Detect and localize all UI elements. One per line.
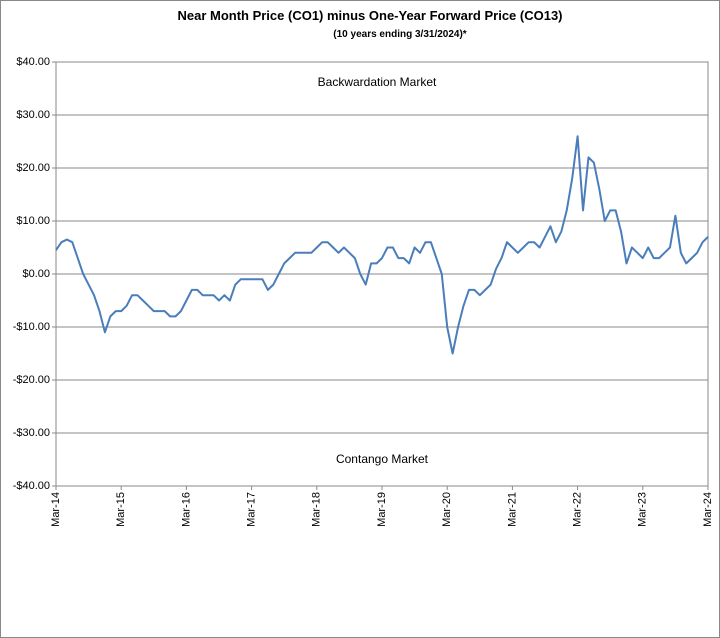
chart-subtitle: (10 years ending 3/31/2024)* xyxy=(333,29,467,40)
y-tick-label: $0.00 xyxy=(22,268,50,280)
y-tick-label: -$40.00 xyxy=(13,480,50,492)
x-tick-label: Mar-20 xyxy=(441,492,453,527)
x-tick-label: Mar-24 xyxy=(702,492,714,527)
x-tick-label: Mar-19 xyxy=(376,492,388,527)
y-tick-label: -$20.00 xyxy=(13,374,50,386)
x-tick-label: Mar-22 xyxy=(572,492,584,527)
x-tick-label: Mar-23 xyxy=(637,492,649,527)
y-tick-label: $10.00 xyxy=(16,215,50,227)
x-tick-label: Mar-15 xyxy=(115,492,127,527)
x-tick-label: Mar-14 xyxy=(50,492,62,527)
y-tick-label: $20.00 xyxy=(16,162,50,174)
x-tick-label: Mar-16 xyxy=(180,492,192,527)
x-tick-label: Mar-17 xyxy=(246,492,258,527)
annotation: Backwardation Market xyxy=(318,75,437,89)
data-line xyxy=(55,135,709,355)
y-tick-label: -$30.00 xyxy=(13,427,50,439)
chart-title: Near Month Price (CO1) minus One-Year Fo… xyxy=(177,8,562,23)
y-tick-label: $40.00 xyxy=(16,56,50,68)
x-tick-label: Mar-18 xyxy=(311,492,323,527)
annotation: Contango Market xyxy=(336,452,429,466)
x-tick-label: Mar-21 xyxy=(506,492,518,527)
y-tick-label: -$10.00 xyxy=(13,321,50,333)
y-tick-label: $30.00 xyxy=(16,109,50,121)
